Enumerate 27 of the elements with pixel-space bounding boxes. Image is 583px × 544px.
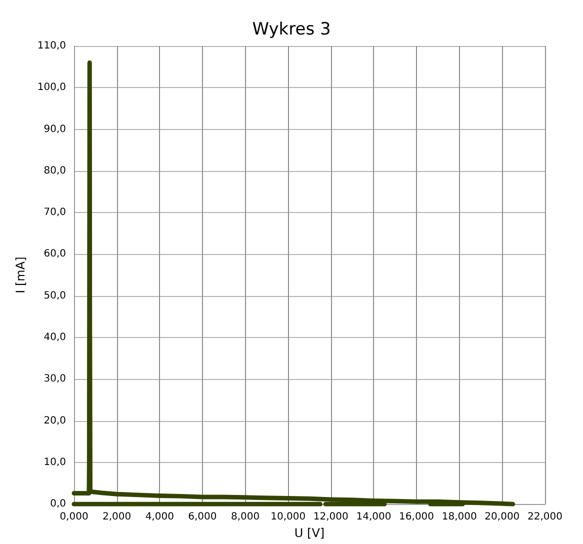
- y-tick-label: 90,0: [44, 124, 66, 135]
- y-tick-label: 100,0: [37, 82, 66, 94]
- y-tick-label: 40,0: [44, 332, 66, 344]
- y-tick-label: 70,0: [44, 207, 66, 218]
- y-tick-label: 60,0: [44, 248, 66, 260]
- x-tick-label: 16,000: [399, 512, 434, 523]
- x-tick-label: 4,000: [145, 512, 174, 523]
- x-tick-label: 6,000: [188, 512, 217, 523]
- y-axis-title: I [mA]: [13, 256, 28, 294]
- y-tick-label: 10,0: [44, 456, 66, 468]
- x-axis-title: U [V]: [294, 526, 325, 540]
- x-tick-label: 22,000: [528, 512, 562, 523]
- x-tick-label: 18,000: [442, 512, 477, 523]
- y-tick-label: 110,0: [37, 40, 66, 52]
- x-tick-label: 14,000: [356, 512, 392, 523]
- x-tick-label: 2,000: [102, 512, 132, 523]
- y-tick-label: 30,0: [44, 374, 66, 385]
- x-tick-label: 8,000: [230, 512, 260, 523]
- x-tick-label: 12,000: [313, 512, 348, 523]
- y-tick-label: 80,0: [44, 165, 66, 176]
- y-tick-label: 20,0: [44, 415, 66, 426]
- x-tick-label: 20,000: [484, 512, 520, 523]
- y-tick-label: 50,0: [44, 290, 66, 302]
- chart-title: Wykres 3: [252, 20, 331, 40]
- y-tick-label: 0,0: [50, 498, 66, 510]
- x-tick-label: 10,000: [270, 512, 306, 523]
- x-tick-label: 0,000: [60, 512, 88, 523]
